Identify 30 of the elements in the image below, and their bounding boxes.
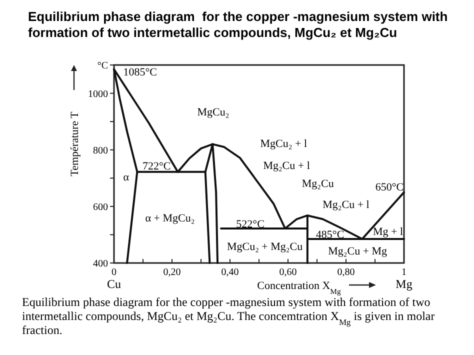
annotation: Mg₂Cu — [302, 178, 334, 190]
y-axis-title: Température T — [69, 111, 81, 176]
text: Equilibrium phase diagram for the copper -magnesium system with formation of two intermetallic compounds, MgCu₂ et Mg₂Cu. The concemtration X$_{Mg}$ is given in molar fraction. — [22, 295, 435, 337]
annotation: Mg₂Cu + l — [263, 160, 310, 172]
y-tick-label: 400 — [93, 258, 108, 270]
annotation: Mg + l — [373, 226, 404, 238]
x-tick-label: 0 Cu — [106, 267, 122, 291]
y-tick-label: 800 — [93, 145, 108, 156]
chart-title: Equilibrium phase diagram for the copper -magnesium system with formation of two intermetallic compounds, MgCu₂ et Mg₂Cu — [28, 9, 448, 40]
annotation: α — [123, 172, 130, 184]
annotation: 485°C — [316, 228, 344, 241]
x-tick-label: 1 Mg — [396, 267, 412, 291]
x-tick-label: 0,60 — [279, 267, 297, 278]
y-tick-label: 600 — [93, 202, 108, 213]
y-tick-label: 1000 — [88, 88, 108, 100]
annotation: 522°C — [236, 218, 264, 230]
x-tick-label: 0,40 — [221, 267, 239, 278]
annotation: MgCu₂ + Mg₂Cu — [226, 241, 304, 254]
x-tick-label: 0,20 — [163, 267, 181, 278]
x-tick-label: 0,80 — [337, 267, 355, 278]
x-axis-title: Concentration X$_{Mg}$ — [257, 280, 341, 296]
annotation: 650°C — [375, 182, 404, 194]
annotation: 1085°C — [123, 66, 157, 79]
annotation: MgCu₂ — [197, 106, 230, 119]
annotation: α + MgCu₂ — [145, 212, 195, 225]
y-tick-label: °C — [97, 60, 108, 72]
annotation: Mg₂Cu + Mg — [328, 245, 388, 258]
annotation: MgCu₂ + l — [260, 138, 308, 150]
annotation: Mg₂Cu + l — [322, 198, 370, 211]
annotation: 722°C — [142, 160, 171, 172]
